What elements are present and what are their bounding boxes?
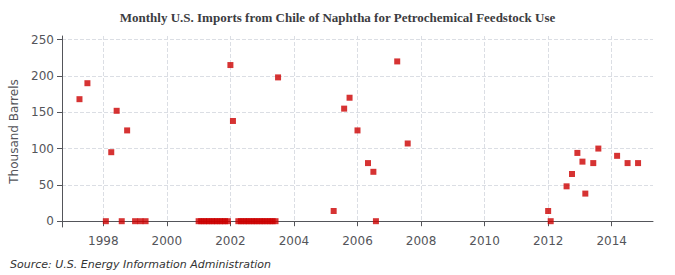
svg-text:Thousand Barrels: Thousand Barrels <box>7 79 21 184</box>
svg-text:200: 200 <box>31 69 54 83</box>
svg-text:Monthly U.S. Imports from Chil: Monthly U.S. Imports from Chile of Napht… <box>120 10 556 25</box>
svg-text:0: 0 <box>46 214 54 228</box>
svg-text:2008: 2008 <box>406 234 437 248</box>
svg-text:250: 250 <box>31 33 54 47</box>
svg-text:Source: U.S. Energy Informatio: Source: U.S. Energy Information Administ… <box>10 258 271 271</box>
svg-text:2012: 2012 <box>533 234 564 248</box>
svg-text:2002: 2002 <box>215 234 246 248</box>
svg-text:2004: 2004 <box>279 234 310 248</box>
svg-text:2000: 2000 <box>152 234 183 248</box>
svg-text:2010: 2010 <box>469 234 500 248</box>
svg-text:2014: 2014 <box>596 234 627 248</box>
svg-text:1998: 1998 <box>88 234 119 248</box>
svg-text:2006: 2006 <box>342 234 373 248</box>
svg-text:150: 150 <box>31 105 54 119</box>
svg-text:100: 100 <box>31 142 54 156</box>
svg-text:50: 50 <box>39 178 54 192</box>
